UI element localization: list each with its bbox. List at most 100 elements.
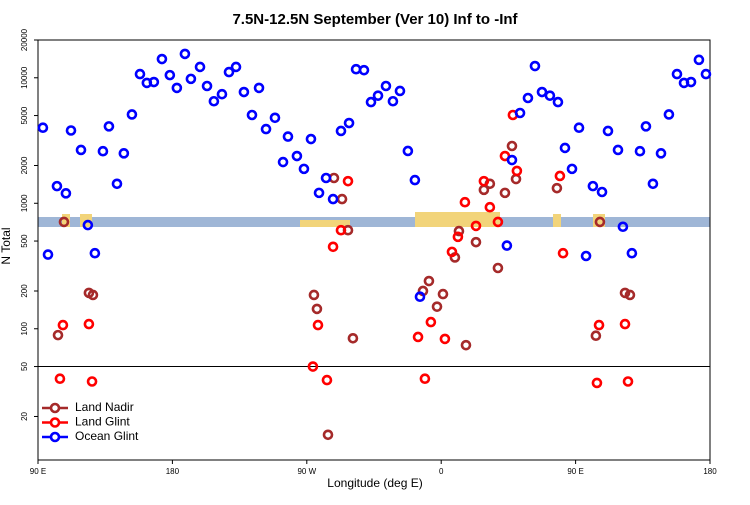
point: [134, 68, 146, 80]
point: [347, 332, 359, 344]
point: [312, 319, 324, 331]
x-tick-label: 90 E: [567, 467, 583, 476]
point: [529, 60, 541, 72]
point: [118, 148, 130, 159]
point: [484, 201, 496, 213]
point: [409, 174, 421, 186]
point: [282, 131, 294, 142]
point: [626, 247, 638, 259]
point: [82, 219, 94, 231]
point: [321, 374, 333, 386]
point: [75, 144, 87, 156]
point: [478, 175, 490, 187]
point: [511, 165, 523, 177]
point: [291, 150, 303, 162]
point: [51, 180, 63, 192]
chart-title: 7.5N-12.5N September (Ver 10) Inf to -In…: [232, 11, 518, 28]
legend-marker: [49, 417, 61, 428]
point: [671, 68, 683, 80]
point: [65, 125, 77, 136]
point: [452, 231, 464, 243]
land-strip: [415, 212, 500, 227]
point: [423, 275, 435, 287]
point: [536, 86, 548, 98]
point: [164, 69, 176, 81]
land-strip: [62, 214, 70, 227]
point: [499, 187, 511, 199]
point: [216, 88, 228, 100]
y-tick-label: 1000: [20, 194, 29, 212]
point: [387, 95, 399, 107]
point: [647, 178, 659, 190]
point: [551, 182, 563, 194]
point: [587, 180, 599, 192]
point: [42, 249, 54, 260]
point: [171, 82, 183, 94]
point: [559, 142, 571, 154]
x-tick-label: 0: [439, 467, 444, 476]
point: [619, 287, 631, 299]
legend-label: Ocean Glint: [75, 429, 139, 443]
point: [179, 48, 191, 60]
point: [492, 216, 504, 228]
point: [358, 64, 370, 76]
point: [52, 329, 64, 341]
point: [622, 376, 634, 387]
ocean-strip: [38, 217, 710, 227]
point: [57, 319, 69, 331]
point: [591, 377, 603, 389]
point: [37, 122, 49, 134]
point: [126, 109, 138, 120]
point: [307, 361, 319, 372]
point: [230, 61, 242, 73]
point: [60, 188, 72, 199]
y-tick-label: 100: [20, 322, 29, 336]
point: [327, 241, 339, 253]
y-axis-label: N Total: [0, 227, 13, 264]
point: [470, 236, 482, 248]
point: [58, 216, 70, 228]
point: [573, 122, 585, 134]
point: [86, 376, 98, 387]
point: [103, 121, 115, 132]
point: [596, 186, 608, 198]
point: [685, 76, 697, 88]
y-tick-label: 20000: [20, 28, 29, 51]
x-tick-label: 90 W: [297, 467, 316, 476]
point: [223, 66, 235, 78]
point: [655, 148, 667, 159]
point: [156, 53, 168, 65]
x-tick-label: 90 E: [30, 467, 46, 476]
point: [185, 73, 197, 85]
point: [394, 85, 406, 97]
point: [506, 154, 518, 166]
point: [552, 96, 564, 108]
y-tick-label: 500: [20, 234, 29, 248]
point: [327, 193, 339, 205]
point: [501, 240, 513, 251]
point: [89, 247, 101, 259]
point: [506, 140, 518, 152]
point: [372, 90, 384, 101]
y-tick-label: 2000: [20, 156, 29, 174]
x-axis-label: Longitude (deg E): [327, 476, 422, 490]
land-strip: [553, 214, 561, 227]
point: [253, 82, 265, 94]
land-strip: [300, 220, 350, 227]
point: [201, 80, 213, 92]
point: [459, 196, 471, 208]
point: [111, 178, 123, 190]
point: [414, 291, 426, 303]
point: [554, 170, 566, 182]
point: [194, 61, 206, 73]
point: [522, 92, 534, 104]
point: [446, 246, 458, 258]
point: [380, 80, 392, 92]
point: [470, 220, 482, 232]
point: [298, 163, 310, 175]
point: [260, 123, 272, 135]
point: [83, 318, 95, 330]
point: [566, 163, 578, 175]
point: [590, 330, 602, 342]
